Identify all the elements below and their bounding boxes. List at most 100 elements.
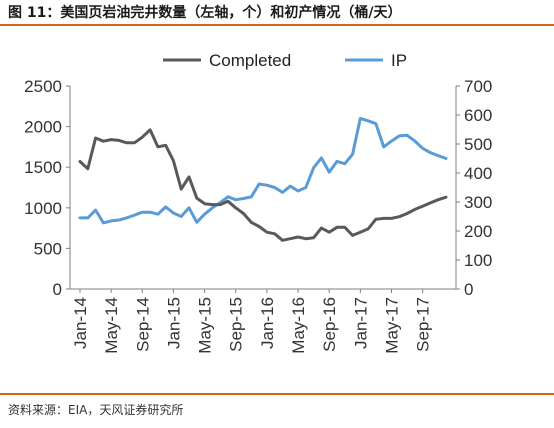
data-point-completed bbox=[305, 237, 307, 240]
data-point-completed bbox=[398, 215, 401, 218]
data-point-ip bbox=[406, 134, 408, 137]
data-point-ip bbox=[258, 183, 260, 185]
data-point-ip bbox=[281, 191, 284, 194]
data-point-completed bbox=[188, 176, 190, 178]
data-point-ip bbox=[390, 140, 393, 142]
data-point-completed bbox=[266, 231, 268, 233]
data-point-ip bbox=[157, 213, 159, 215]
x-tick-label: Sep-14 bbox=[133, 297, 152, 352]
right-tick-label: 500 bbox=[464, 135, 492, 154]
data-point-ip bbox=[242, 197, 245, 200]
series-line-ip bbox=[78, 117, 448, 225]
data-point-completed bbox=[382, 217, 385, 220]
data-point-ip bbox=[118, 219, 120, 221]
data-point-completed bbox=[406, 212, 408, 215]
chart-title: 图 11：美国页岩油完井数量（左轴，个）和初产情况（桶/天） bbox=[8, 5, 402, 21]
data-point-ip bbox=[328, 171, 330, 173]
data-point-completed bbox=[133, 142, 136, 144]
left-tick-label: 500 bbox=[34, 239, 62, 258]
data-point-ip bbox=[367, 120, 369, 122]
data-point-completed bbox=[79, 160, 81, 163]
data-point-completed bbox=[390, 217, 393, 220]
data-point-ip bbox=[312, 166, 315, 169]
left-tick-label: 1000 bbox=[24, 199, 62, 218]
data-point-ip bbox=[289, 185, 292, 187]
x-tick-label: Jan-14 bbox=[71, 297, 90, 349]
data-point-ip bbox=[172, 212, 175, 214]
data-point-ip bbox=[382, 146, 385, 148]
data-point-ip bbox=[196, 221, 198, 224]
data-point-completed bbox=[141, 136, 144, 138]
data-point-ip bbox=[273, 186, 276, 189]
data-point-completed bbox=[281, 239, 284, 242]
data-point-completed bbox=[429, 202, 432, 204]
data-point-ip bbox=[421, 147, 424, 150]
x-tick-label: May-16 bbox=[289, 297, 308, 354]
data-point-completed bbox=[375, 218, 377, 220]
data-point-completed bbox=[437, 198, 440, 201]
data-point-completed bbox=[94, 137, 97, 139]
data-point-ip bbox=[234, 198, 237, 201]
legend-label-ip: IP bbox=[391, 51, 407, 70]
data-point-ip bbox=[429, 151, 432, 154]
x-tick-label: Sep-16 bbox=[320, 297, 339, 352]
data-point-completed bbox=[211, 203, 214, 206]
data-point-completed bbox=[219, 203, 221, 206]
data-point-completed bbox=[312, 237, 315, 239]
right-tick-label: 100 bbox=[464, 251, 492, 270]
x-tick-label: Jan-16 bbox=[258, 297, 277, 349]
right-tick-label: 0 bbox=[464, 280, 473, 299]
data-point-ip bbox=[375, 122, 377, 125]
data-point-completed bbox=[297, 236, 299, 238]
data-point-completed bbox=[258, 225, 260, 228]
series-line-completed bbox=[78, 128, 448, 242]
right-tick-label: 300 bbox=[464, 193, 492, 212]
footer-divider bbox=[0, 393, 554, 395]
data-point-ip bbox=[149, 211, 151, 213]
data-point-ip bbox=[211, 207, 214, 209]
data-point-completed bbox=[86, 168, 89, 170]
legend: Completed IP bbox=[163, 51, 407, 70]
data-point-ip bbox=[110, 220, 112, 222]
data-point-ip bbox=[94, 209, 97, 211]
data-point-completed bbox=[336, 226, 338, 229]
data-point-completed bbox=[149, 129, 151, 131]
data-point-completed bbox=[320, 227, 323, 229]
data-point-ip bbox=[188, 207, 190, 209]
data-point-completed bbox=[234, 207, 237, 209]
left-tick-label: 0 bbox=[53, 280, 62, 299]
data-point-ip bbox=[359, 117, 362, 120]
data-point-completed bbox=[242, 212, 245, 215]
right-tick-label: 700 bbox=[464, 77, 492, 96]
data-point-completed bbox=[351, 234, 354, 237]
data-point-completed bbox=[164, 144, 167, 147]
line-chart: 0 500 1000 1500 2000 2500 0 100 200 300 400 500 600… bbox=[24, 51, 492, 354]
data-point-ip bbox=[141, 211, 144, 213]
left-tick-label: 2500 bbox=[24, 77, 62, 96]
data-point-completed bbox=[172, 159, 175, 162]
data-point-ip bbox=[398, 135, 401, 137]
data-point-ip bbox=[203, 213, 206, 215]
data-point-completed bbox=[445, 196, 447, 199]
data-point-ip bbox=[250, 195, 253, 198]
data-point-completed bbox=[273, 232, 276, 235]
data-point-completed bbox=[102, 140, 105, 143]
data-point-completed bbox=[227, 200, 229, 203]
x-tick-label: Sep-15 bbox=[227, 297, 246, 352]
data-point-ip bbox=[266, 184, 268, 186]
data-point-completed bbox=[118, 139, 120, 142]
data-point-ip bbox=[227, 195, 229, 198]
data-point-completed bbox=[203, 202, 206, 205]
x-tick-label: May-14 bbox=[102, 297, 121, 354]
data-point-completed bbox=[421, 205, 424, 207]
axes bbox=[69, 86, 457, 290]
data-point-completed bbox=[367, 228, 369, 230]
data-point-completed bbox=[196, 197, 198, 199]
legend-label-completed: Completed bbox=[209, 51, 291, 70]
data-point-completed bbox=[250, 221, 253, 224]
x-tick-label: Jan-15 bbox=[164, 297, 183, 349]
x-axis-ticks: Jan-14 May-14 Sep-14 Jan-15 May-15 Sep-15 Jan-… bbox=[71, 289, 433, 354]
right-tick-label: 400 bbox=[464, 164, 492, 183]
data-point-completed bbox=[180, 188, 183, 190]
right-axis-ticks: 0 100 200 300 400 500 600 700 bbox=[456, 77, 492, 299]
